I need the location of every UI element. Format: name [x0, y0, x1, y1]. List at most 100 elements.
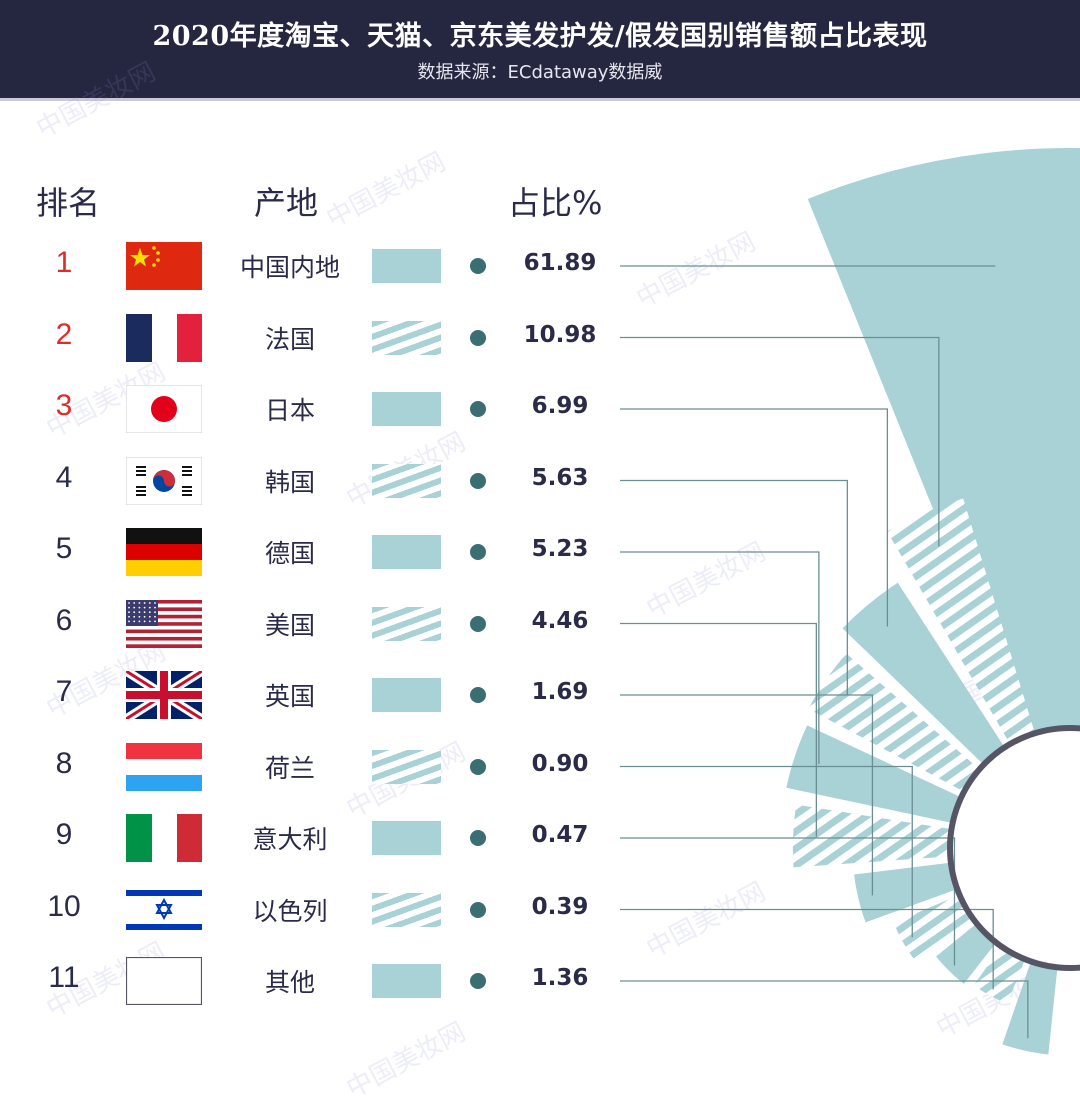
table-row: 3 日本 6.99 [0, 379, 1080, 439]
origin-label: 德国 [264, 539, 315, 568]
korea-flag-icon [126, 456, 202, 505]
leader-line [620, 408, 889, 627]
share-value: 4.46 [531, 607, 589, 634]
chart-hub-ring [947, 725, 1080, 971]
france-flag-icon [126, 313, 202, 362]
radial-sector-9 [936, 924, 995, 984]
origin-label: 日本 [264, 396, 315, 425]
radial-sector-11 [1002, 963, 1058, 1055]
leader-line [620, 765, 913, 938]
origin-label: 英国 [264, 682, 315, 711]
share-value: 5.23 [531, 536, 589, 562]
share-value: 0.90 [531, 750, 589, 777]
israel-flag-icon [126, 885, 202, 934]
origin-label: 中国内地 [239, 253, 340, 282]
connector-dot [470, 687, 486, 703]
table-row: 9 意大利 0.47 [0, 808, 1080, 868]
radial-sector-8 [893, 895, 972, 961]
connector-dot [470, 258, 486, 274]
share-value: 10.98 [523, 321, 597, 348]
share-value: 1.36 [531, 965, 589, 991]
chart-subtitle: 数据来源：ECdataway数据威 [417, 62, 663, 83]
rank-column-header: 排名 [36, 184, 101, 222]
connector-dot [470, 615, 486, 632]
leader-line [620, 551, 820, 764]
rank-number: 2 [55, 317, 73, 351]
origin-label: 以色列 [252, 896, 328, 926]
table-row: 8 荷兰 0.90 [0, 737, 1080, 797]
connector-dot [470, 544, 486, 560]
leader-line [620, 980, 1029, 1039]
table-row: 11 其他 1.36 [0, 951, 1080, 1011]
radial-sector-1 [807, 148, 1080, 735]
legend-swatch [372, 821, 441, 855]
connector-dot [470, 758, 486, 775]
leader-line [620, 837, 956, 966]
leader-line [620, 908, 994, 990]
rank-number: 6 [55, 603, 73, 637]
radial-sector-2 [887, 498, 1035, 743]
connector-dot [470, 901, 486, 918]
legend-swatch [372, 463, 441, 498]
italy-flag-icon [126, 814, 202, 862]
uk-flag-icon [126, 671, 202, 719]
netherlands-flag-icon [126, 742, 202, 791]
rank-number: 7 [55, 675, 73, 708]
rank-number: 9 [55, 818, 73, 851]
legend-swatch [372, 535, 441, 569]
rank-number: 10 [47, 889, 81, 923]
connector-dot [470, 401, 486, 417]
table-row: 2 法国 10.98 [0, 308, 1080, 368]
header-banner: 2020年度淘宝、天猫、京东美发护发/假发国别销售额占比表现 数据来源：ECda… [0, 0, 1080, 101]
origin-label: 法国 [264, 324, 315, 354]
rank-number: 5 [55, 532, 73, 565]
origin-label: 其他 [264, 968, 315, 997]
japan-flag-icon [126, 385, 202, 433]
origin-label: 意大利 [252, 825, 328, 854]
germany-flag-icon [126, 528, 202, 576]
table-row: 5 德国 5.23 [0, 522, 1080, 582]
origin-label: 韩国 [264, 467, 315, 497]
legend-swatch [372, 249, 441, 283]
table-row: 6 美国 4.46 [0, 594, 1080, 654]
origin-column-header: 产地 [254, 184, 319, 222]
connector-dot [470, 973, 486, 989]
usa-flag-icon [126, 599, 202, 648]
radial-sector-4 [808, 653, 978, 791]
rank-number: 8 [55, 746, 73, 780]
legend-swatch [372, 892, 441, 927]
share-value: 0.47 [531, 822, 589, 848]
share-value: 6.99 [531, 393, 589, 419]
connector-dot [470, 472, 486, 489]
radial-sector-6 [792, 804, 950, 868]
rank-number: 3 [55, 389, 73, 422]
radial-sector-10 [973, 947, 1025, 1004]
legend-swatch [372, 678, 441, 712]
table-row: 7 英国 1.69 [0, 665, 1080, 725]
blank-flag-icon [126, 957, 202, 1005]
table-row: 10 以色列 0.39 [0, 880, 1080, 940]
legend-swatch [372, 964, 441, 998]
table-row: 1 中国内地 61.89 [0, 236, 1080, 296]
radial-sector-7 [854, 862, 956, 923]
share-value: 1.69 [531, 679, 589, 705]
table-row: 4 韩国 5.63 [0, 451, 1080, 511]
legend-swatch [372, 320, 441, 355]
share-value: 61.89 [523, 250, 597, 276]
connector-dot [470, 329, 486, 346]
origin-label: 美国 [264, 610, 315, 640]
rank-number: 4 [55, 460, 73, 494]
leader-line [620, 479, 848, 695]
share-value: 0.39 [531, 893, 589, 920]
leader-line [620, 336, 940, 547]
leader-line [620, 694, 874, 896]
china-flag-icon [126, 242, 202, 290]
share-column-header: 占比% [508, 184, 603, 222]
rank-number: 11 [48, 961, 80, 994]
legend-swatch [372, 606, 441, 641]
rank-number: 1 [55, 246, 73, 279]
radial-sector-3 [842, 582, 1004, 764]
chart-title: 2020年度淘宝、天猫、京东美发护发/假发国别销售额占比表现 [152, 21, 928, 52]
origin-label: 荷兰 [264, 753, 315, 783]
